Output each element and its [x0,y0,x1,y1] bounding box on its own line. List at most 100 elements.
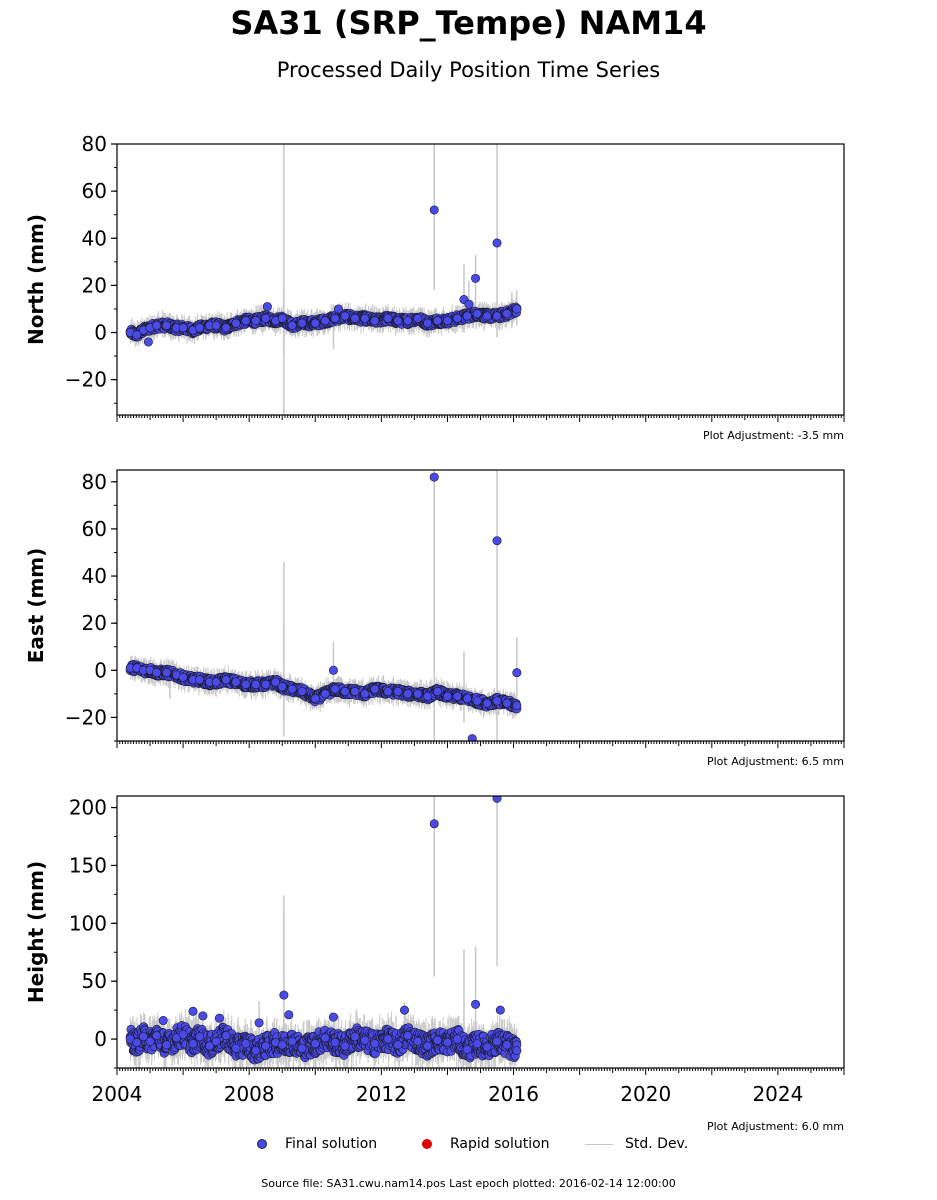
plot-area [125,470,522,741]
y-tick-label: 0 [94,658,107,682]
series-point [310,694,320,704]
series-point [492,311,502,321]
series-point [393,687,403,697]
series-point [360,313,370,323]
series-point [462,311,472,321]
y-tick-label: 80 [82,470,107,494]
series-point [472,309,482,319]
series-point [261,679,271,689]
series-point [195,675,205,685]
series-point [162,320,172,330]
series-point [297,318,307,328]
series-point [433,316,443,326]
series-point [413,689,423,699]
series-point [403,316,413,326]
series-point [512,701,522,711]
series-point [152,668,162,678]
series-point [482,311,492,321]
series-point [261,313,271,323]
series-point [231,677,241,687]
series-point [231,318,241,328]
series-point [277,682,287,692]
series-point [502,698,512,708]
axes-frame [116,143,845,416]
series-point [221,323,231,333]
series-point [211,320,221,330]
series-point [195,323,205,333]
series-point [330,684,340,694]
outlier-point [492,238,502,248]
series-point [340,687,350,697]
series-point [211,677,221,687]
series-point [452,313,462,323]
series-point [277,313,287,323]
y-axis-label: East (mm) [24,548,48,664]
series-point [310,318,320,328]
series-point [492,696,502,706]
series-point [132,330,142,340]
series-point [423,691,433,701]
chart-title: SA31 (SRP_Tempe) NAM14 [230,4,707,42]
outlier-point [328,665,338,675]
series-point [472,696,482,706]
outlier-point [262,302,272,312]
series-point [393,316,403,326]
series-point [383,687,393,697]
y-tick-label: 40 [82,226,107,250]
series-point [340,311,350,321]
series-point [271,677,281,687]
series-point [350,687,360,697]
series-point [433,687,443,697]
series-point [423,318,433,328]
series-point [452,691,462,701]
series-point [162,668,172,678]
plot-area [125,796,522,1068]
series-point [251,679,261,689]
y-tick-label: −20 [65,368,107,392]
series-point [383,313,393,323]
outlier-point [467,734,477,741]
y-tick-label: 40 [82,564,107,588]
outlier-point [492,536,502,546]
y-axis-label: North (mm) [24,214,48,345]
y-tick-label: 0 [94,321,107,345]
plot-adjustment: Plot Adjustment: -3.5 mm [703,429,844,442]
series-point [350,313,360,323]
series-point [178,323,188,333]
series-point [462,694,472,704]
outlier-point [429,205,439,215]
series-point [241,679,251,689]
series-point [502,309,512,319]
outlier-point [464,299,474,309]
series-point [297,687,307,697]
series-point [221,675,231,685]
series-point [287,320,297,330]
series-point [241,316,251,326]
series-point [370,684,380,694]
series-point [442,691,452,701]
panel-2: −20 0 20 40 60 80 East (mm) Plot Adjustment: 6.… [24,469,845,768]
y-tick-label: 60 [82,517,107,541]
series-point [512,304,522,314]
series-point [320,316,330,326]
series-point [403,689,413,699]
series-point [320,689,330,699]
y-tick-label: 60 [82,179,107,203]
plot-adjustment: Plot Adjustment: 6.5 mm [707,755,844,768]
series-point [330,313,340,323]
outlier-point [333,304,343,314]
outlier-point [429,472,439,482]
outlier-point [471,273,481,283]
y-tick-label: 80 [82,132,107,156]
series-point [442,316,452,326]
y-tick-label: −20 [65,705,107,729]
series-point [178,672,188,682]
y-tick-label: 20 [82,273,107,297]
series-point [370,316,380,326]
series-point [152,320,162,330]
series-point [482,698,492,708]
panel-1: −20 0 20 40 60 80 North (mm) Plot Adjustment: -… [24,132,845,442]
series-point [360,689,370,699]
chart-subtitle: Processed Daily Position Time Series [276,58,661,82]
